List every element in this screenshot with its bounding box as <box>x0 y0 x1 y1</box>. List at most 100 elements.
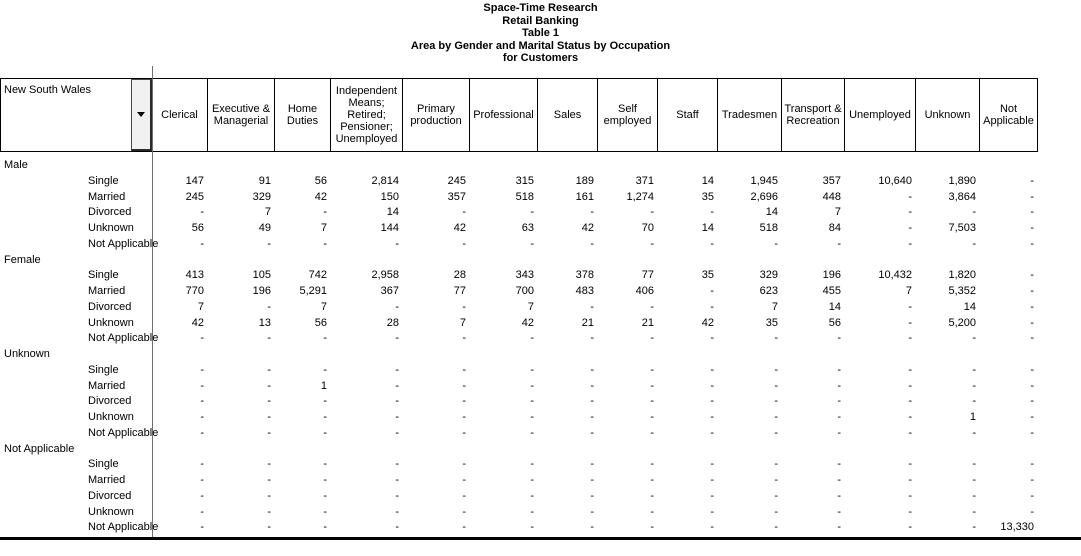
row-values <box>152 347 1038 363</box>
data-cell: 7 <box>771 300 778 313</box>
data-cell: - <box>323 206 327 219</box>
data-cell: 315 <box>515 174 534 187</box>
data-cell: - <box>710 379 714 392</box>
row-values: -------------- <box>152 363 1038 379</box>
data-cell: 1,820 <box>948 269 976 282</box>
data-cell: - <box>1030 316 1034 329</box>
area-row-header-label: New South Wales <box>4 84 92 96</box>
data-cell: - <box>395 363 399 376</box>
data-cell: - <box>462 363 466 376</box>
data-cell: - <box>323 395 327 408</box>
data-cell: 91 <box>258 174 271 187</box>
data-row: Unknown 42 13 56 28 7 42 21 21 42 35 56 - 5,200 - <box>0 316 1081 332</box>
data-cell: - <box>462 300 466 313</box>
data-cell: 77 <box>453 285 466 297</box>
data-cell: - <box>774 489 778 502</box>
data-cell: - <box>200 332 204 345</box>
data-cell: - <box>908 222 912 234</box>
data-cell: - <box>837 458 841 471</box>
data-cell: - <box>200 474 204 486</box>
data-cell: - <box>774 411 778 423</box>
data-cell: 14 <box>828 300 841 313</box>
data-cell: - <box>200 458 204 471</box>
data-cell: - <box>710 363 714 376</box>
data-cell: - <box>972 505 976 518</box>
data-cell: 28 <box>453 269 466 282</box>
data-row: Married - - - - - - - - - - - - - - <box>0 473 1081 489</box>
row-label: Not Applicable <box>88 521 159 534</box>
data-cell: - <box>267 505 271 518</box>
data-cell: 7 <box>905 285 912 297</box>
data-row: Single 147 91 56 2,814 245 315 189 371 14 1,945 357… <box>0 174 1081 190</box>
data-cell: - <box>267 411 271 423</box>
data-cell: - <box>908 474 912 486</box>
group-row: Male <box>0 158 1081 174</box>
data-cell: - <box>395 474 399 486</box>
data-cell: - <box>908 316 912 329</box>
data-cell: 10,640 <box>878 174 912 187</box>
row-values: 147 91 56 2,814 245 315 189 371 14 1,945 357 10,640… <box>152 174 1038 190</box>
data-cell: 13,330 <box>1000 521 1034 534</box>
data-cell: - <box>1030 332 1034 345</box>
data-cell: 770 <box>185 285 204 297</box>
data-cell: 56 <box>314 316 327 329</box>
row-values: -------------- <box>152 331 1038 347</box>
data-cell: 1,274 <box>626 190 654 203</box>
column-headers: Clerical Executive & Managerial Home Dutie… <box>152 79 1038 151</box>
data-cell: - <box>837 395 841 408</box>
data-cell: 371 <box>635 174 654 187</box>
data-cell: - <box>972 379 976 392</box>
row-values: - - 1 - - - - - - - - - - - <box>152 379 1038 395</box>
row-label: Unknown <box>88 505 134 518</box>
data-cell: 5,200 <box>948 316 976 329</box>
area-dropdown-button[interactable] <box>131 79 152 151</box>
data-cell: - <box>530 363 534 376</box>
table-body: Male Single 147 91 56 2,814 245 315 189 371 14 1,94… <box>0 158 1081 536</box>
row-label: Not Applicable <box>88 332 159 345</box>
data-cell: - <box>530 521 534 534</box>
data-cell: - <box>590 395 594 408</box>
data-cell: 448 <box>822 190 841 203</box>
data-cell: - <box>908 363 912 376</box>
data-cell: - <box>908 521 912 534</box>
data-cell: - <box>1030 411 1034 423</box>
data-cell: - <box>710 505 714 518</box>
column-header: Unknown <box>916 79 980 151</box>
header-top-rule <box>0 78 1038 79</box>
data-cell: - <box>650 474 654 486</box>
data-row: Single - - - - - - - - - - - - - - <box>0 363 1081 379</box>
data-cell: - <box>774 505 778 518</box>
data-cell: 56 <box>314 174 327 187</box>
data-cell: 518 <box>759 222 778 234</box>
data-cell: 1,945 <box>750 174 778 187</box>
row-label: Unknown <box>88 222 134 234</box>
data-cell: - <box>267 300 271 313</box>
data-row: Not Applicable - - - - - - - - - - - - - 13,330 <box>0 520 1081 536</box>
group-label: Male <box>4 159 28 171</box>
data-cell: - <box>837 411 841 423</box>
data-cell: 63 <box>521 222 534 234</box>
data-cell: 7 <box>320 300 327 313</box>
data-cell: 21 <box>641 316 654 329</box>
row-label: Single <box>88 269 119 282</box>
data-cell: - <box>650 206 654 219</box>
data-cell: - <box>590 379 594 392</box>
data-cell: 343 <box>515 269 534 282</box>
data-cell: - <box>908 411 912 423</box>
data-cell: - <box>530 458 534 471</box>
data-cell: - <box>1030 269 1034 282</box>
data-cell: - <box>710 300 714 313</box>
data-cell: - <box>650 237 654 250</box>
data-cell: - <box>774 426 778 439</box>
data-row: Divorced 7 - 7 - - 7 - - - 7 14 - 14 - <box>0 300 1081 316</box>
data-cell: 7 <box>527 300 534 313</box>
data-cell: - <box>908 237 912 250</box>
data-row: Unknown - - - - - - - - - - - - 1 - <box>0 410 1081 426</box>
row-values: 7 - 7 - - 7 - - - 7 14 - 14 - <box>152 300 1038 316</box>
data-cell: - <box>710 426 714 439</box>
data-cell: 70 <box>641 222 654 234</box>
data-row: Single - - - - - - - - - - - - - - <box>0 457 1081 473</box>
data-cell: 245 <box>185 190 204 203</box>
data-cell: - <box>200 395 204 408</box>
data-cell: 14 <box>765 206 778 219</box>
